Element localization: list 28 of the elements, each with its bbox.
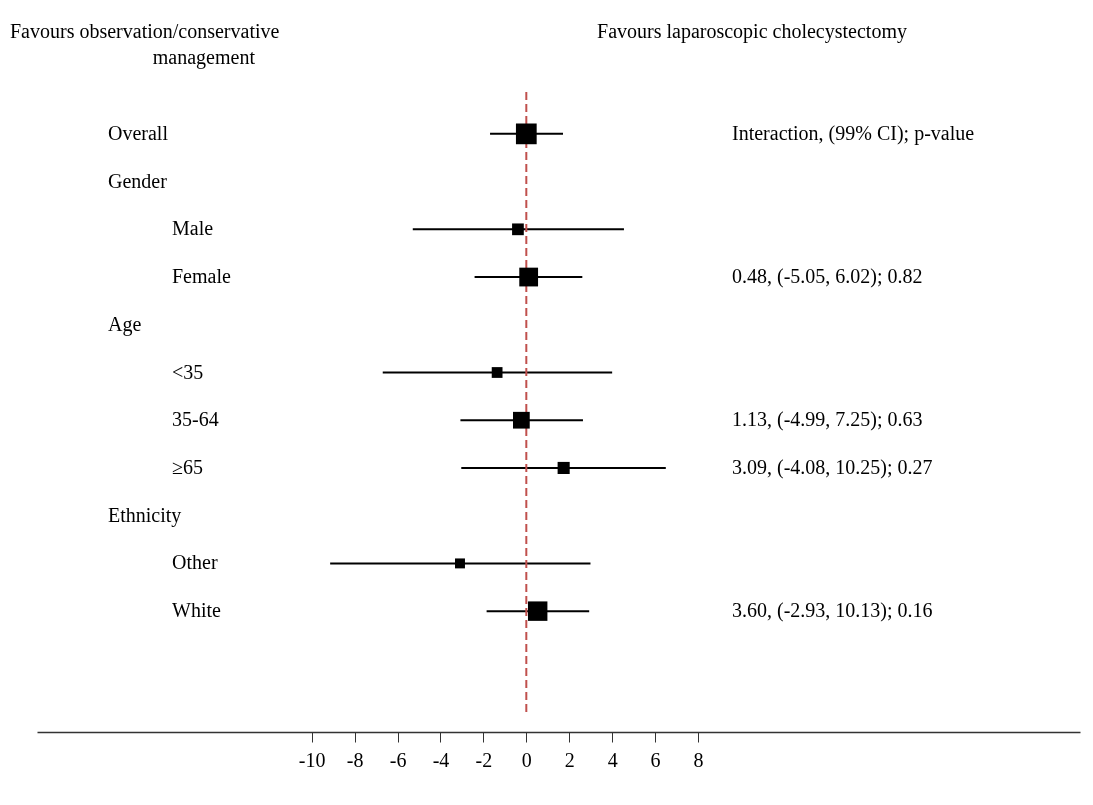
x-tick-label: 6 (650, 748, 661, 771)
y2-tick-label: 3.09, (-4.08, 10.25); 0.27 (732, 455, 933, 479)
y2-tick-label: 1.13, (-4.99, 7.25); 0.63 (732, 408, 923, 432)
x-tick-label: -8 (346, 748, 364, 771)
y-tick-label: ≥65 (172, 455, 203, 478)
x-tick-label: -10 (298, 748, 326, 771)
x-tick-label: 2 (564, 748, 575, 771)
y-tick-label: 35-64 (172, 408, 219, 431)
x-tick-label: -2 (475, 748, 493, 771)
x-tick-label: 0 (521, 748, 532, 771)
y-tick-label: White (172, 599, 221, 622)
x-tick-label: 8 (693, 748, 704, 771)
text: Favours observation/conservative management (10, 20, 280, 69)
y-tick-label: Overall (108, 121, 169, 144)
y-tick-label: Female (172, 265, 231, 288)
x-tick-label: -4 (432, 748, 450, 771)
y-tick-label: Gender (108, 169, 168, 192)
y-tick-label: Age (108, 312, 142, 336)
y-tick-label: Ethnicity (108, 503, 182, 527)
y2-tick-label: Interaction, (99% CI); p-value (732, 121, 975, 145)
y-tick-label: Male (172, 217, 214, 240)
text: Favours laparoscopic cholecystectomy (597, 20, 907, 43)
y-tick-label: <35 (172, 360, 204, 383)
x-tick-label: -6 (389, 748, 407, 771)
x-tick-label: 4 (607, 748, 618, 771)
y2-tick-label: 3.60, (-2.93, 10.13); 0.16 (732, 599, 933, 623)
y-tick-label: Other (172, 551, 218, 574)
y2-tick-label: 0.48, (-5.05, 6.02); 0.82 (732, 265, 923, 289)
